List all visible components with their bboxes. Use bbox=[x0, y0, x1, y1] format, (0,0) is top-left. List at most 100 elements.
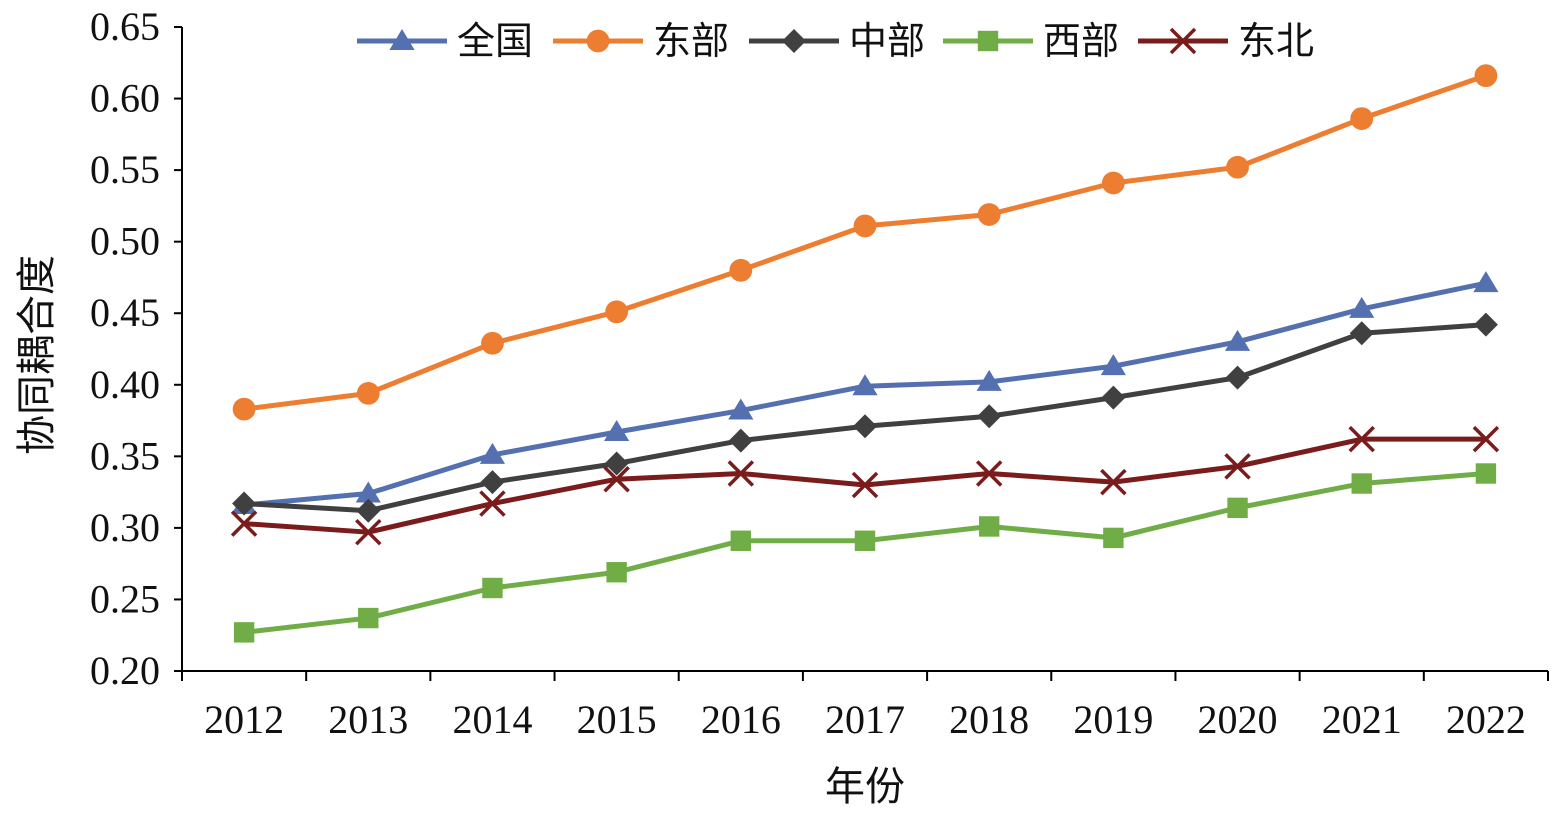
legend-item: 西部 bbox=[943, 19, 1119, 63]
data-point bbox=[480, 470, 505, 495]
data-point bbox=[851, 471, 879, 499]
data-point bbox=[976, 369, 1002, 391]
legend-marker bbox=[586, 29, 610, 53]
data-point bbox=[356, 498, 381, 523]
data-point bbox=[603, 465, 630, 493]
data-point bbox=[728, 428, 753, 453]
y-tick-label: 0.20 bbox=[90, 648, 160, 693]
legend-label: 东北 bbox=[1238, 19, 1314, 63]
data-point bbox=[606, 562, 627, 583]
data-point bbox=[852, 374, 878, 396]
y-tick-label: 0.65 bbox=[90, 4, 160, 49]
legend-item: 全国 bbox=[357, 19, 533, 63]
y-tick-label: 0.60 bbox=[90, 76, 160, 121]
y-tick-label: 0.40 bbox=[90, 362, 160, 407]
legend-marker bbox=[977, 30, 999, 52]
data-point bbox=[605, 300, 629, 324]
data-point bbox=[978, 516, 1000, 537]
data-point bbox=[730, 530, 752, 551]
legend-label: 全国 bbox=[457, 19, 533, 63]
y-tick-label: 0.35 bbox=[90, 433, 160, 478]
data-point bbox=[1473, 312, 1498, 337]
legend-label: 中部 bbox=[849, 19, 925, 63]
data-point bbox=[1474, 64, 1498, 88]
series-5 bbox=[230, 425, 1500, 546]
x-tick-label: 2021 bbox=[1322, 697, 1402, 742]
legend-marker bbox=[1169, 27, 1197, 55]
x-tick-label: 2018 bbox=[949, 697, 1029, 742]
legend-label: 东部 bbox=[653, 19, 729, 63]
x-tick-label: 2022 bbox=[1446, 697, 1526, 742]
legend: 全国 东部 中部 西部 东北 bbox=[357, 19, 1314, 63]
axes: 0.20 0.25 0.30 0.35 0.40 0.45 0.50 0.55 0.60 0.65… bbox=[90, 4, 1549, 742]
x-tick-label: 2012 bbox=[204, 697, 284, 742]
data-point bbox=[1472, 425, 1500, 453]
data-point bbox=[479, 490, 506, 517]
data-point bbox=[1348, 425, 1375, 453]
series-3 bbox=[232, 312, 1498, 523]
y-axis-title: 协同耦合度 bbox=[14, 255, 60, 455]
x-tick-label: 2020 bbox=[1198, 697, 1278, 742]
data-point bbox=[355, 518, 382, 546]
data-point bbox=[1224, 329, 1251, 351]
data-point bbox=[1225, 365, 1250, 390]
legend-item: 东北 bbox=[1138, 19, 1314, 63]
data-point bbox=[1475, 463, 1497, 484]
data-point bbox=[1103, 527, 1124, 549]
data-point bbox=[729, 258, 753, 282]
data-point bbox=[230, 510, 258, 537]
data-point bbox=[233, 622, 255, 643]
data-point bbox=[479, 442, 506, 464]
x-tick-label: 2014 bbox=[452, 697, 532, 742]
data-point bbox=[356, 381, 380, 405]
data-point bbox=[853, 414, 877, 439]
data-point bbox=[604, 451, 629, 476]
data-point bbox=[727, 460, 755, 487]
data-point bbox=[481, 331, 504, 355]
series-2 bbox=[232, 64, 1498, 421]
data-point bbox=[1100, 468, 1127, 496]
data-point bbox=[1224, 453, 1251, 480]
data-point bbox=[1349, 296, 1375, 318]
data-point bbox=[232, 397, 256, 421]
x-tick-label: 2015 bbox=[577, 697, 657, 742]
data-point bbox=[1227, 497, 1248, 519]
data-point bbox=[1101, 385, 1126, 410]
data-point bbox=[1101, 171, 1125, 195]
legend-item: 中部 bbox=[749, 19, 925, 63]
series-layer bbox=[230, 64, 1500, 643]
data-point bbox=[977, 203, 1001, 226]
data-point bbox=[1349, 321, 1374, 346]
x-tick-label: 2016 bbox=[701, 697, 781, 742]
legend-item: 东部 bbox=[553, 19, 729, 63]
y-tick-label: 0.45 bbox=[90, 290, 160, 335]
data-point bbox=[604, 420, 630, 442]
legend-marker bbox=[782, 29, 806, 53]
data-point bbox=[355, 481, 381, 503]
y-tick-label: 0.25 bbox=[90, 576, 160, 621]
x-tick-label: 2019 bbox=[1073, 697, 1153, 742]
data-point bbox=[232, 491, 257, 516]
data-point bbox=[1351, 473, 1372, 494]
data-point bbox=[728, 398, 754, 420]
data-point bbox=[1100, 354, 1126, 376]
legend-label: 西部 bbox=[1043, 19, 1119, 63]
series-1 bbox=[231, 271, 1499, 514]
x-axis-title: 年份 bbox=[825, 764, 905, 810]
data-point bbox=[1350, 107, 1374, 130]
data-point bbox=[853, 214, 877, 238]
data-point bbox=[1226, 155, 1249, 179]
data-point bbox=[482, 577, 503, 599]
data-point bbox=[975, 460, 1003, 487]
series-line bbox=[243, 73, 1487, 412]
y-tick-label: 0.55 bbox=[90, 147, 160, 192]
y-tick-label: 0.30 bbox=[90, 505, 160, 550]
data-point bbox=[977, 404, 1002, 429]
series-4 bbox=[233, 463, 1497, 643]
legend-marker bbox=[389, 29, 415, 50]
x-tick-label: 2013 bbox=[328, 697, 408, 742]
data-point bbox=[358, 607, 379, 629]
data-point bbox=[1473, 271, 1499, 293]
x-tick-label: 2017 bbox=[825, 697, 905, 742]
